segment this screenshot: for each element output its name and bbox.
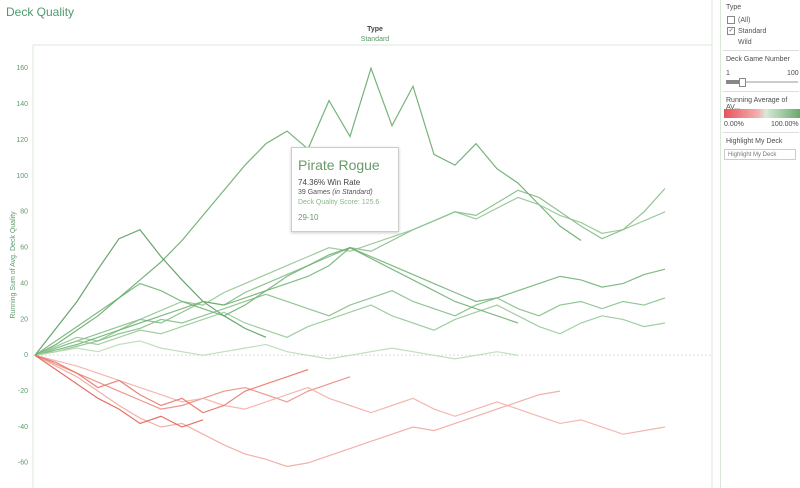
games: 39 Games [298, 189, 331, 196]
deck-line [34, 304, 666, 356]
separator [723, 132, 799, 133]
slider-track[interactable] [726, 81, 798, 83]
y-tick-label: 120 [16, 137, 28, 144]
legend-max: 100.00% [771, 121, 799, 128]
dashboard-title: Deck Quality [6, 5, 74, 19]
color-legend [724, 109, 800, 118]
deck-line [34, 354, 561, 468]
slider-title: Deck Game Number [726, 56, 790, 63]
legend-min: 0.00% [724, 121, 744, 128]
tooltip-win-rate: 74.36% Win Rate [298, 178, 361, 187]
legend-title: Running Average of AV... [726, 97, 788, 111]
option-label: (All) [738, 16, 751, 24]
deck-line [34, 354, 309, 414]
option[interactable]: (All) [727, 16, 750, 24]
option[interactable]: Wild [727, 38, 752, 46]
filter-panel: Type (All) ✓ Standard Wild Deck Game Numb… [720, 0, 800, 488]
deck-line [34, 340, 519, 360]
slider-min: 1 [726, 70, 730, 77]
y-tick-label: 0 [24, 352, 28, 359]
y-tick-label: 80 [20, 209, 28, 216]
y-axis-label: Running Sum of Avg. Deck Quality [10, 211, 17, 319]
deck-line [34, 354, 204, 428]
tooltip: Pirate Rogue 74.36% Win Rate 39 Games (i… [291, 147, 399, 232]
checkbox[interactable] [727, 38, 735, 46]
slider-handle[interactable] [739, 78, 746, 87]
deck-line [34, 196, 666, 356]
checkbox[interactable] [727, 16, 735, 24]
y-tick-label: 20 [20, 316, 28, 323]
separator [723, 50, 799, 51]
checkbox[interactable]: ✓ [727, 27, 735, 35]
tooltip-record: 29-10 [298, 213, 319, 222]
tooltip-title: Pirate Rogue [298, 157, 380, 173]
y-tick-label: -20 [18, 388, 28, 395]
deck-line [34, 247, 519, 356]
facet-value: Standard [361, 36, 390, 43]
slider-max: 100 [787, 70, 799, 77]
y-tick-label: 40 [20, 280, 28, 287]
y-tick-label: 160 [16, 65, 28, 72]
deck-line [34, 354, 666, 435]
option-label: Standard [738, 27, 767, 35]
option[interactable]: ✓ Standard [727, 27, 766, 35]
deck-line [34, 354, 351, 410]
option-label: Wild [738, 38, 752, 46]
deck-line [34, 290, 666, 356]
y-tick-label: 100 [16, 173, 28, 180]
y-tick-label: 140 [16, 101, 28, 108]
highlight-title: Highlight My Deck [726, 138, 783, 145]
highlight-input[interactable]: Highlight My Deck [724, 149, 796, 160]
slider-range [726, 80, 742, 84]
type-title: Type [726, 4, 742, 11]
chart: Deck Quality Type Standard Running Sum o… [6, 0, 713, 488]
facet-label: Type [367, 26, 383, 33]
games-note: (in Standard) [332, 189, 373, 196]
tooltip-score: Deck Quality Score: 125.6 [298, 199, 380, 206]
y-tick-label: -60 [18, 460, 28, 467]
y-tick-label: -40 [18, 424, 28, 431]
deck-line [34, 228, 267, 356]
y-tick-label: 60 [20, 245, 28, 252]
deck-line [34, 246, 666, 356]
separator [723, 91, 799, 92]
tooltip-games: 39 Games (in Standard) [298, 189, 373, 196]
